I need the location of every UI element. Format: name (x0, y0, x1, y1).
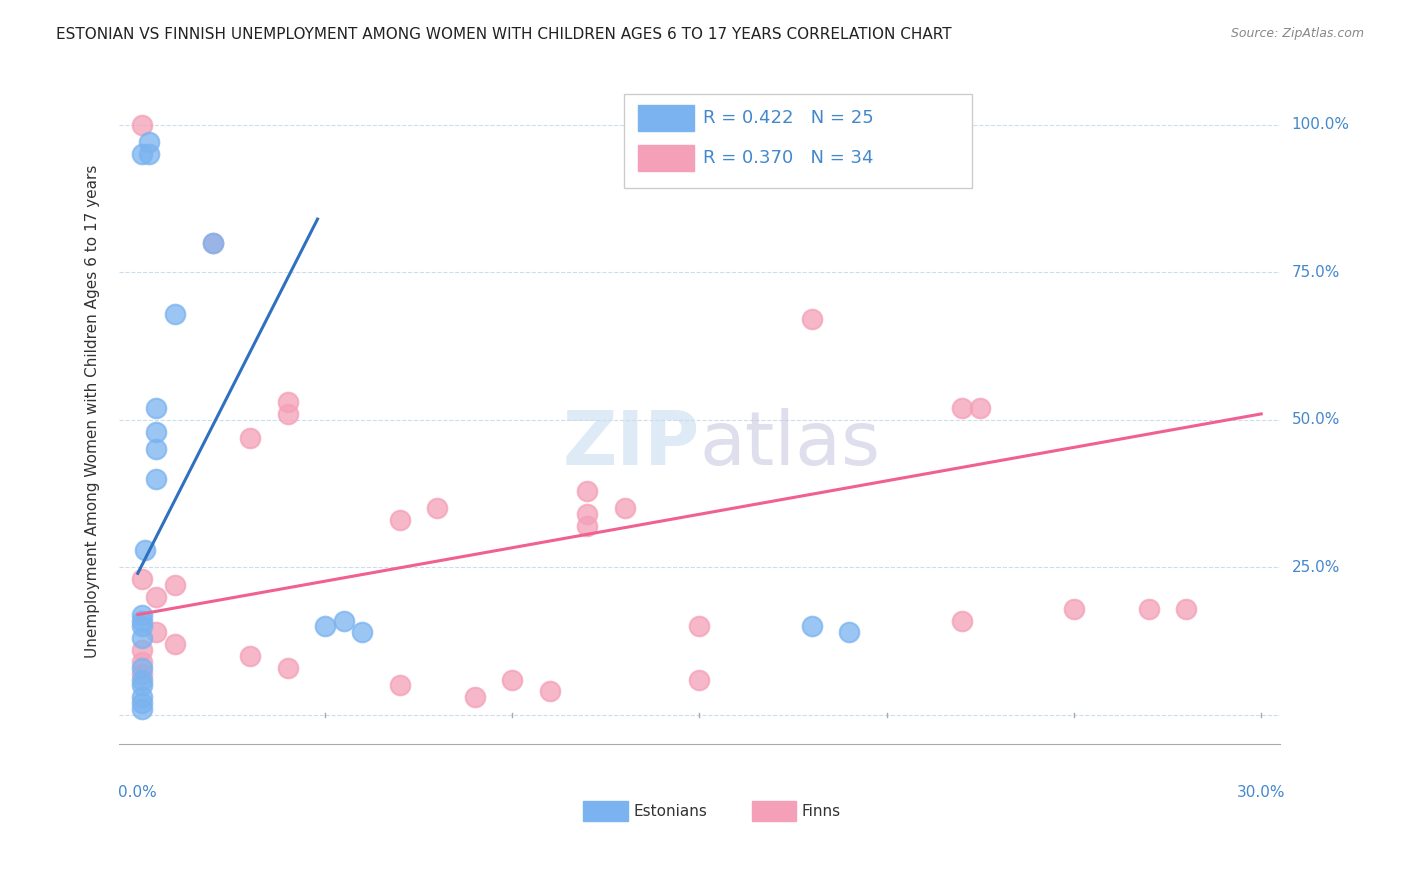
Text: 75.0%: 75.0% (1292, 265, 1340, 280)
Point (131, 696, 153, 710)
Point (138, 147, 160, 161)
Text: 0.0%: 0.0% (118, 785, 157, 799)
Point (576, 508, 599, 522)
Text: ZIP: ZIP (562, 408, 700, 481)
Point (838, 625, 860, 640)
Point (131, 643, 153, 657)
Point (131, 632, 153, 646)
Point (131, 702, 153, 716)
Point (388, 513, 411, 527)
Point (277, 395, 299, 409)
Point (689, 619, 711, 633)
Point (165, 578, 187, 592)
Point (613, 501, 636, 516)
Text: 50.0%: 50.0% (1292, 412, 1340, 427)
Point (131, 572, 153, 586)
FancyBboxPatch shape (638, 145, 693, 171)
Point (131, 690, 153, 705)
Point (538, 684, 561, 698)
Text: 25.0%: 25.0% (1292, 560, 1340, 575)
Point (1175, 601, 1198, 615)
Point (277, 661, 299, 675)
Text: Source: ZipAtlas.com: Source: ZipAtlas.com (1230, 27, 1364, 40)
Point (277, 407, 299, 421)
Point (131, 607, 153, 622)
Point (201, 235, 224, 250)
Text: ESTONIAN VS FINNISH UNEMPLOYMENT AMONG WOMEN WITH CHILDREN AGES 6 TO 17 YEARS CO: ESTONIAN VS FINNISH UNEMPLOYMENT AMONG W… (56, 27, 952, 42)
Text: 100.0%: 100.0% (1292, 117, 1350, 132)
FancyBboxPatch shape (752, 801, 796, 822)
Point (134, 542, 156, 557)
Point (145, 425, 167, 439)
Point (165, 307, 187, 321)
Point (165, 637, 187, 651)
Point (145, 401, 167, 415)
Point (239, 648, 262, 663)
Point (576, 483, 599, 498)
Point (145, 472, 167, 486)
Point (501, 673, 523, 687)
Point (145, 442, 167, 457)
Point (145, 625, 167, 640)
Point (1063, 601, 1085, 615)
Text: Estonians: Estonians (633, 804, 707, 819)
Point (131, 673, 153, 687)
Point (426, 501, 449, 516)
Point (576, 519, 599, 533)
Text: atlas: atlas (700, 408, 880, 481)
Point (689, 673, 711, 687)
FancyBboxPatch shape (624, 95, 973, 187)
Point (131, 118, 153, 132)
Point (138, 136, 160, 150)
Point (239, 431, 262, 445)
Point (131, 666, 153, 681)
Y-axis label: Unemployment Among Women with Children Ages 6 to 17 years: Unemployment Among Women with Children A… (86, 164, 100, 657)
FancyBboxPatch shape (583, 801, 627, 822)
Point (969, 401, 991, 415)
Point (314, 619, 336, 633)
Text: R = 0.422   N = 25: R = 0.422 N = 25 (703, 109, 873, 128)
Point (388, 678, 411, 692)
Text: R = 0.370   N = 34: R = 0.370 N = 34 (703, 149, 873, 167)
Text: Finns: Finns (801, 804, 841, 819)
Point (131, 655, 153, 669)
Point (950, 614, 973, 628)
Point (131, 614, 153, 628)
Text: 30.0%: 30.0% (1237, 785, 1285, 799)
Point (131, 661, 153, 675)
Point (131, 619, 153, 633)
Point (800, 619, 823, 633)
Point (950, 401, 973, 415)
Point (145, 590, 167, 604)
Point (201, 235, 224, 250)
Point (352, 625, 374, 640)
Point (131, 147, 153, 161)
Point (800, 312, 823, 326)
Point (131, 678, 153, 692)
FancyBboxPatch shape (638, 105, 693, 131)
Point (332, 614, 354, 628)
Point (464, 690, 486, 705)
Point (1137, 601, 1160, 615)
